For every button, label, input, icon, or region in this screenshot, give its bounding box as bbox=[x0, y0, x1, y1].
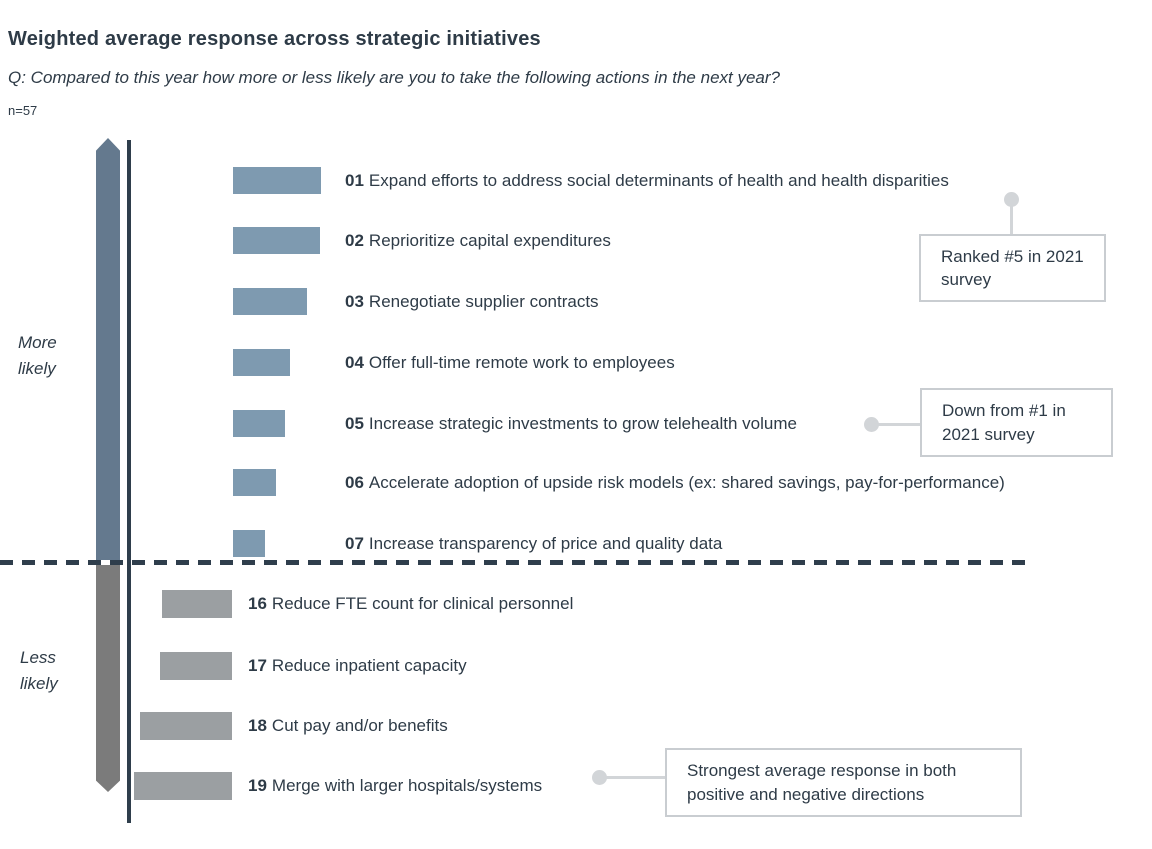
initiative-text: Renegotiate supplier contracts bbox=[368, 292, 599, 311]
initiative-rank: 19 bbox=[248, 776, 267, 795]
initiative-bar bbox=[233, 530, 265, 557]
initiative-text: Increase transparency of price and quali… bbox=[368, 534, 723, 553]
initiative-label: 02 Reprioritize capital expenditures bbox=[345, 227, 611, 254]
initiative-rank: 16 bbox=[248, 594, 267, 613]
initiative-bar bbox=[233, 288, 307, 315]
initiative-label: 17 Reduce inpatient capacity bbox=[248, 652, 467, 679]
initiative-bar bbox=[140, 712, 232, 740]
initiative-text: Offer full-time remote work to employees bbox=[368, 353, 675, 372]
initiative-label: 07 Increase transparency of price and qua… bbox=[345, 530, 722, 557]
connector-line bbox=[877, 423, 920, 426]
initiative-row-16: 16 Reduce FTE count for clinical personne… bbox=[0, 590, 1152, 618]
initiative-row-18: 18 Cut pay and/or benefits bbox=[0, 712, 1152, 740]
initiative-row-05: 05 Increase strategic investments to grow… bbox=[0, 410, 1152, 438]
initiative-label: 19 Merge with larger hospitals/systems bbox=[248, 772, 542, 799]
callout-text: Strongest average response in both posit… bbox=[687, 761, 957, 804]
initiative-rank: 05 bbox=[345, 414, 364, 433]
less-likely-arrow bbox=[96, 565, 120, 792]
callout-text: Down from #1 in 2021 survey bbox=[942, 401, 1066, 444]
sample-size: n=57 bbox=[8, 103, 38, 118]
more-likely-arrow bbox=[96, 138, 120, 560]
initiative-rank: 07 bbox=[345, 534, 364, 553]
initiative-text: Reduce FTE count for clinical personnel bbox=[271, 594, 574, 613]
connector-dot bbox=[864, 417, 879, 432]
initiative-bar bbox=[233, 410, 285, 437]
initiative-rank: 06 bbox=[345, 473, 364, 492]
initiative-row-07: 07 Increase transparency of price and qua… bbox=[0, 530, 1152, 558]
initiative-label: 03 Renegotiate supplier contracts bbox=[345, 288, 599, 315]
callout-strongest-response: Strongest average response in both posit… bbox=[665, 748, 1022, 817]
callout-down-from-1: Down from #1 in 2021 survey bbox=[920, 388, 1113, 457]
initiative-rank: 02 bbox=[345, 231, 364, 250]
initiative-row-19: 19 Merge with larger hospitals/systems bbox=[0, 772, 1152, 800]
initiative-text: Reprioritize capital expenditures bbox=[368, 231, 611, 250]
less-likely-label: Less likely bbox=[20, 648, 58, 694]
initiative-text: Merge with larger hospitals/systems bbox=[271, 776, 543, 795]
initiative-bar bbox=[233, 349, 290, 376]
initiative-label: 04 Offer full-time remote work to employe… bbox=[345, 349, 675, 376]
connector-dot bbox=[1004, 192, 1019, 207]
more-likely-label: More likely bbox=[18, 333, 57, 379]
initiative-text: Increase strategic investments to grow t… bbox=[368, 414, 797, 433]
page-title: Weighted average response across strateg… bbox=[8, 28, 541, 50]
initiative-bar bbox=[162, 590, 232, 618]
initiative-rank: 01 bbox=[345, 171, 364, 190]
initiative-bar bbox=[233, 469, 276, 496]
initiative-row-01: 01 Expand efforts to address social deter… bbox=[0, 167, 1152, 195]
connector-dot bbox=[592, 770, 607, 785]
initiative-row-17: 17 Reduce inpatient capacity bbox=[0, 652, 1152, 680]
connector-line bbox=[1010, 205, 1013, 235]
dashed-separator-line bbox=[0, 560, 1030, 565]
initiative-text: Expand efforts to address social determi… bbox=[368, 171, 949, 190]
callout-ranked-5: Ranked #5 in 2021 survey bbox=[919, 234, 1106, 302]
initiative-rank: 04 bbox=[345, 353, 364, 372]
initiative-label: 06 Accelerate adoption of upside risk mod… bbox=[345, 469, 1005, 496]
initiative-rank: 17 bbox=[248, 656, 267, 675]
callout-text: Ranked #5 in 2021 survey bbox=[941, 246, 1084, 289]
initiative-bar bbox=[233, 167, 321, 194]
initiative-text: Cut pay and/or benefits bbox=[271, 716, 448, 735]
initiative-text: Reduce inpatient capacity bbox=[271, 656, 467, 675]
vertical-axis-line bbox=[127, 140, 131, 823]
initiative-label: 16 Reduce FTE count for clinical personne… bbox=[248, 590, 573, 617]
initiative-bar bbox=[233, 227, 320, 254]
initiative-row-03: 03 Renegotiate supplier contracts bbox=[0, 288, 1152, 316]
initiative-label: 05 Increase strategic investments to grow… bbox=[345, 410, 797, 437]
initiative-label: 01 Expand efforts to address social deter… bbox=[345, 167, 949, 194]
initiative-bar bbox=[134, 772, 232, 800]
initiative-row-04: 04 Offer full-time remote work to employe… bbox=[0, 349, 1152, 377]
initiative-row-06: 06 Accelerate adoption of upside risk mod… bbox=[0, 469, 1152, 497]
connector-line bbox=[605, 776, 665, 779]
initiative-row-02: 02 Reprioritize capital expenditures bbox=[0, 227, 1152, 255]
initiative-rank: 03 bbox=[345, 292, 364, 311]
initiative-text: Accelerate adoption of upside risk model… bbox=[368, 473, 1005, 492]
initiative-label: 18 Cut pay and/or benefits bbox=[248, 712, 448, 739]
survey-question: Q: Compared to this year how more or les… bbox=[8, 68, 780, 87]
initiative-rank: 18 bbox=[248, 716, 267, 735]
initiative-bar bbox=[160, 652, 232, 680]
